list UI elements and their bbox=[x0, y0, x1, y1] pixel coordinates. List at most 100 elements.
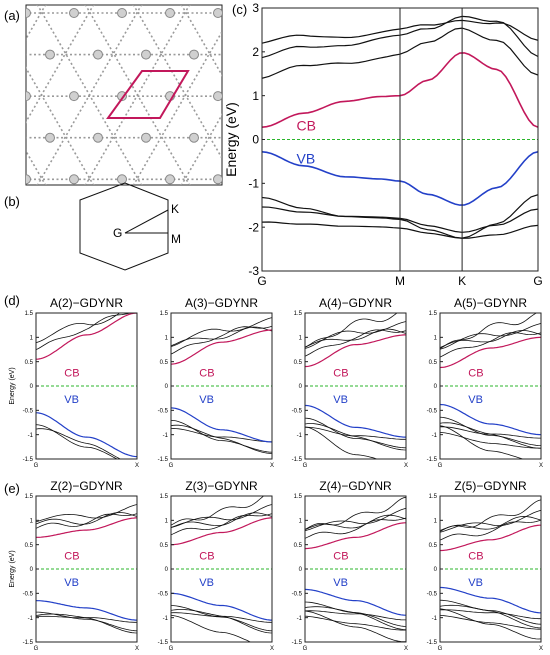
atom-node bbox=[286, 133, 295, 142]
atom-node bbox=[45, 49, 55, 60]
lattice-lines bbox=[0, 0, 393, 225]
y-tick-label: -1 bbox=[248, 177, 259, 191]
atom-node bbox=[0, 133, 7, 142]
vb-series-line bbox=[171, 407, 272, 443]
y-tick-label: 1.5 bbox=[160, 311, 169, 317]
x-tick-label: X bbox=[539, 646, 543, 652]
band-line bbox=[171, 504, 272, 528]
y-tick-label: -1 bbox=[432, 616, 438, 622]
y-tick-label: 3 bbox=[252, 1, 259, 15]
band-line bbox=[305, 517, 406, 539]
y-tick-label: 1 bbox=[165, 518, 169, 524]
band-line bbox=[305, 313, 398, 348]
x-tick-label: G bbox=[438, 463, 443, 469]
atom-chain bbox=[36, 5, 143, 185]
y-tick-label: -1.5 bbox=[427, 457, 438, 463]
band-line bbox=[36, 504, 137, 523]
band-line bbox=[305, 328, 406, 348]
band-line bbox=[305, 417, 406, 449]
y-tick-label: -0.5 bbox=[158, 591, 169, 597]
y-tick-label: -3 bbox=[248, 264, 259, 278]
atom-node bbox=[213, 8, 222, 18]
y-tick-label: 1 bbox=[299, 518, 303, 524]
y-tick-label: 1.5 bbox=[429, 311, 438, 317]
atom-node bbox=[0, 50, 7, 59]
vb-series-line bbox=[36, 412, 137, 458]
band-line bbox=[171, 605, 272, 632]
y-tick-label: 1 bbox=[434, 518, 438, 524]
y-tick-label: -1.5 bbox=[158, 640, 169, 646]
y-tick-label: 0 bbox=[299, 384, 303, 390]
atom-node bbox=[26, 8, 31, 18]
band-chart-z2: 1.5 1 0.5 0 -0.5 -1 -1.5G X CB VB Z(2)−GDYNR Energy… bbox=[9, 479, 139, 652]
x-tick-label: X bbox=[270, 646, 274, 652]
y-tick-label: -0.5 bbox=[427, 591, 438, 597]
y-tick-label: 1 bbox=[165, 335, 169, 341]
cb-annotation: CB bbox=[468, 367, 483, 379]
y-tick-label: -0.5 bbox=[23, 591, 34, 597]
atom-chain bbox=[180, 113, 222, 185]
atom-node bbox=[165, 8, 175, 18]
band-line bbox=[36, 313, 121, 344]
x-tick-label: G bbox=[533, 274, 542, 288]
unit-cell bbox=[106, 70, 190, 119]
band-line bbox=[171, 496, 265, 526]
x-tick-label: G bbox=[438, 646, 443, 652]
y-axis-label: Energy (eV) bbox=[223, 102, 239, 177]
band-line bbox=[440, 509, 541, 533]
band-line bbox=[440, 519, 541, 541]
band-line bbox=[36, 313, 132, 351]
band-line bbox=[171, 325, 272, 355]
x-tick-label: X bbox=[135, 463, 139, 469]
band-line bbox=[440, 332, 541, 358]
band-line bbox=[440, 323, 541, 350]
band-line bbox=[440, 599, 541, 625]
x-tick-label: X bbox=[404, 646, 408, 652]
band-line bbox=[305, 615, 406, 631]
atom-node bbox=[190, 216, 199, 225]
plot-area bbox=[440, 313, 541, 459]
vb-annotation: VB bbox=[333, 394, 348, 406]
atom-chain bbox=[26, 149, 47, 185]
panel-label-d: (d) bbox=[4, 293, 20, 308]
vb-series-line bbox=[305, 404, 406, 438]
chart-title: Z(5)−GDYNR bbox=[454, 479, 527, 493]
x-tick-label: M bbox=[395, 274, 405, 288]
band-line bbox=[305, 610, 406, 642]
y-tick-label: -1 bbox=[163, 433, 169, 439]
y-tick-label: 0 bbox=[252, 133, 259, 147]
band-chart-a5: 1.5 1 0.5 0 -0.5 -1 -1.5G X CB VB A(5)−GDYNR bbox=[427, 296, 543, 469]
y-tick-label: -0.5 bbox=[158, 408, 169, 414]
cb-series-line bbox=[305, 522, 406, 550]
cb-series-line bbox=[171, 329, 272, 365]
y-tick-label: 1 bbox=[30, 335, 34, 341]
y-tick-label: 1.5 bbox=[429, 494, 438, 500]
y-tick-label: 0 bbox=[30, 567, 34, 573]
vb-annotation: VB bbox=[64, 577, 79, 589]
band-line bbox=[171, 419, 272, 453]
atom-node bbox=[45, 132, 55, 143]
y-tick-label: 0.5 bbox=[294, 543, 303, 549]
atom-node bbox=[93, 132, 103, 143]
band-line bbox=[36, 511, 137, 525]
y-tick-label: 0 bbox=[165, 384, 169, 390]
band-line bbox=[171, 428, 272, 443]
plot-area bbox=[171, 496, 272, 642]
band-line bbox=[305, 610, 406, 621]
point-g-label: G bbox=[113, 226, 122, 240]
plot-area bbox=[305, 496, 406, 642]
y-tick-label: -1 bbox=[297, 433, 303, 439]
plot-area bbox=[36, 313, 137, 459]
atom-chain bbox=[84, 5, 191, 185]
y-tick-label: 0.5 bbox=[294, 360, 303, 366]
band-line bbox=[440, 499, 541, 532]
band-line bbox=[305, 426, 379, 459]
atom-chain bbox=[26, 66, 95, 185]
y-tick-label: 1 bbox=[30, 518, 34, 524]
panel-label-c: (c) bbox=[232, 2, 247, 17]
point-m-label: M bbox=[171, 232, 181, 246]
y-tick-label: 1.5 bbox=[25, 494, 34, 500]
band-line bbox=[440, 330, 541, 348]
atom-chain bbox=[266, 0, 393, 205]
